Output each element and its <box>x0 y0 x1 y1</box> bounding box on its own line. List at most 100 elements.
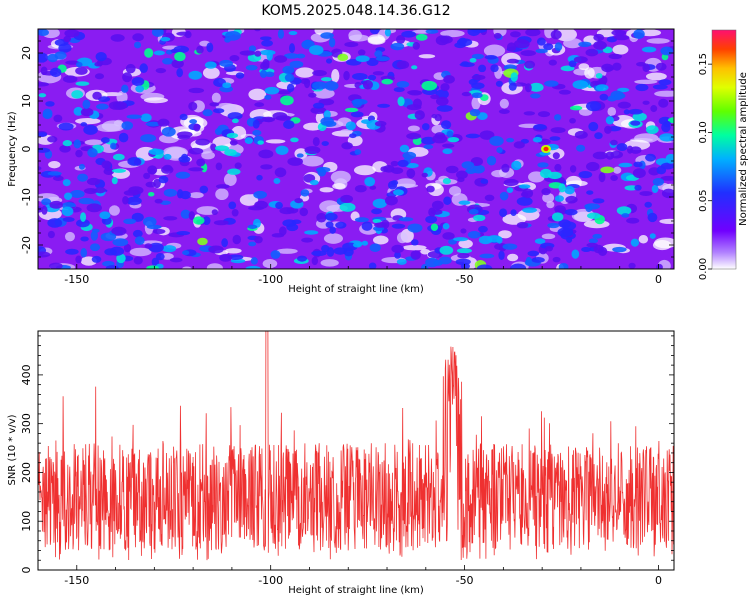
heatmap-cell <box>225 248 242 254</box>
heatmap-cell <box>76 219 90 228</box>
heatmap-cell <box>248 45 257 53</box>
heatmap-cell <box>524 60 536 69</box>
heatmap-cell <box>554 205 566 213</box>
heatmap-cell <box>453 237 469 242</box>
heatmap-cell <box>309 179 319 186</box>
heatmap-cell <box>41 205 48 215</box>
heatmap-cell <box>121 121 134 130</box>
heatmap-cell <box>503 178 519 187</box>
heatmap-cell <box>354 149 362 155</box>
heatmap-cell <box>470 156 484 166</box>
heatmap-cell <box>303 122 323 131</box>
heatmap-cell <box>162 245 177 253</box>
heatmap-cell <box>616 206 632 216</box>
heatmap-cell <box>585 203 593 213</box>
heatmap-cell <box>126 114 142 119</box>
heatmap-cell <box>607 106 617 117</box>
heatmap-cell <box>612 62 622 71</box>
heatmap-cell <box>434 132 446 139</box>
heatmap-cell <box>377 103 390 108</box>
heatmap-cell <box>352 98 363 108</box>
heatmap-cell <box>245 265 261 269</box>
heatmap-cell <box>396 232 408 244</box>
heatmap-cell <box>312 136 320 147</box>
heatmap-cell <box>442 148 453 155</box>
heatmap-cell <box>510 31 521 38</box>
heatmap-cell <box>147 168 157 175</box>
heatmap-cell <box>204 61 217 69</box>
heatmap-cell <box>586 190 594 195</box>
heatmap-cell <box>325 221 334 228</box>
heatmap-cell <box>265 139 286 144</box>
heatmap-cell <box>254 102 265 107</box>
heatmap-cell <box>573 56 588 64</box>
heatmap-cell <box>443 75 455 84</box>
heatmap-cell <box>291 219 302 225</box>
heatmap-cell <box>445 165 459 174</box>
heatmap-cell <box>62 140 72 147</box>
heatmap-cell <box>274 55 288 63</box>
heatmap-cell <box>153 178 161 189</box>
heatmap-cell <box>160 37 171 42</box>
heatmap-cell <box>571 249 580 259</box>
heatmap-cell <box>469 57 477 63</box>
heatmap-cell <box>471 53 484 60</box>
heatmap-cell <box>209 102 220 107</box>
heatmap-cell <box>202 109 213 117</box>
heatmap-cell <box>178 155 191 163</box>
heatmap-cell <box>345 121 356 131</box>
colorbar-tick-label: 0.10 <box>698 121 709 143</box>
heatmap-cell <box>64 231 75 242</box>
heatmap-cell <box>395 35 406 44</box>
heatmap-cell <box>554 114 562 121</box>
heatmap-cell <box>543 43 554 51</box>
heatmap-cell <box>116 253 126 264</box>
heatmap-cell <box>397 159 409 168</box>
heatmap-cell <box>371 208 382 215</box>
heatmap-cell <box>272 112 288 120</box>
snr-series-line <box>38 331 674 561</box>
heatmap-y-tick-label: 10 <box>20 94 33 108</box>
heatmap-cell <box>558 183 566 193</box>
heatmap-cell <box>287 157 304 166</box>
heatmap-cell <box>75 66 88 75</box>
heatmap-cell <box>439 245 454 255</box>
heatmap-cell <box>656 263 663 269</box>
heatmap-cell <box>239 50 256 56</box>
heatmap-cell <box>80 248 88 258</box>
heatmap-cell <box>94 73 105 80</box>
heatmap-cell <box>61 206 74 217</box>
heatmap-cell <box>633 29 645 39</box>
heatmap-cell <box>286 207 299 214</box>
heatmap-cell <box>189 192 204 199</box>
heatmap-cell <box>162 57 174 65</box>
heatmap-cell <box>655 62 667 71</box>
heatmap-cell <box>447 137 460 143</box>
heatmap-cell <box>213 220 229 226</box>
heatmap-cell <box>368 262 377 269</box>
heatmap-cell <box>208 245 224 254</box>
heatmap-cell <box>224 149 237 156</box>
heatmap-cell <box>565 195 578 204</box>
heatmap-cell <box>143 172 151 180</box>
heatmap-cell <box>435 96 449 106</box>
heatmap-cell <box>613 166 622 174</box>
heatmap-cell <box>366 57 379 67</box>
heatmap-cell <box>111 168 127 173</box>
heatmap-cell <box>440 83 450 92</box>
heatmap-cell <box>354 217 369 223</box>
heatmap-cell <box>554 42 563 52</box>
heatmap-cell <box>658 98 669 108</box>
heatmap-cell <box>248 206 264 211</box>
heatmap-cell <box>552 152 560 160</box>
heatmap-cell <box>311 256 319 266</box>
heatmap-cell <box>135 85 145 93</box>
heatmap-cell <box>49 262 63 269</box>
heatmap-y-tick-label: 0 <box>20 146 33 153</box>
heatmap-cell <box>84 139 103 146</box>
heatmap-cell <box>548 59 557 66</box>
heatmap-cell <box>316 212 327 223</box>
heatmap-cell <box>286 83 295 93</box>
snr-x-label: Height of straight line (km) <box>288 585 424 596</box>
